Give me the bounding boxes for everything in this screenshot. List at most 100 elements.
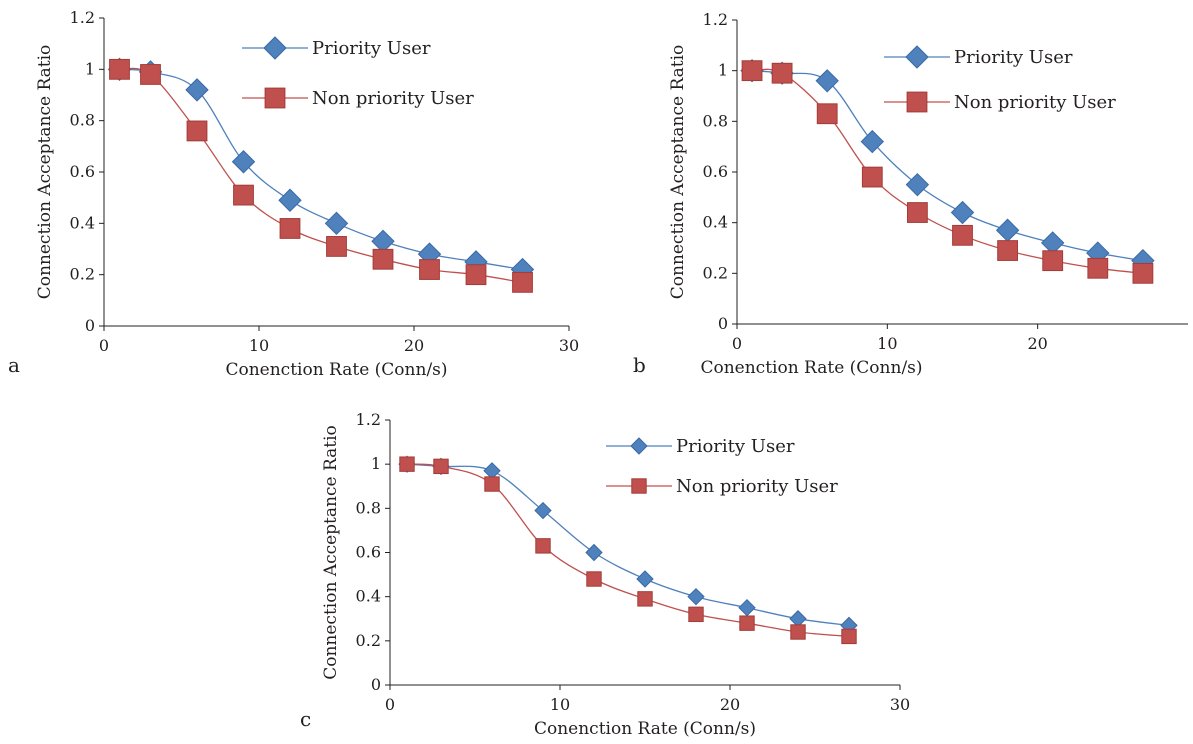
data-point-square (372, 248, 394, 270)
data-point-square (535, 538, 551, 554)
y-tick-label: 0.8 (70, 111, 95, 130)
series-line (406, 463, 850, 627)
series-line (119, 67, 523, 284)
legend-label: Priority User (676, 436, 795, 457)
legend-diamond-icon (905, 45, 929, 69)
y-tick-label: 0 (85, 316, 95, 335)
y-tick-label: 0.4 (703, 213, 728, 232)
data-point-diamond (324, 211, 349, 236)
chart-panel-a: 0 0.2 0.4 0.6 0.8 1 1.2 0 10 20 30 Conenction Rate … (35, 8, 579, 380)
y-tick-label: 0.2 (356, 631, 381, 650)
x-tick-label: 0 (99, 336, 109, 355)
data-point-square (484, 476, 500, 492)
legend-square-icon (631, 478, 647, 494)
data-point-square (1087, 257, 1109, 279)
legend: Priority User Non priority User (606, 436, 838, 497)
data-point-square (433, 458, 449, 475)
data-point-square (741, 60, 763, 82)
legend-item: Non priority User (884, 91, 1116, 113)
data-point-square (186, 120, 208, 142)
data-point-diamond (860, 129, 885, 154)
data-point-square (419, 259, 440, 280)
y-tick-label: 0.6 (703, 162, 728, 181)
data-point-diamond (950, 200, 975, 225)
x-tick-label: 0 (732, 334, 742, 353)
data-point-square (109, 58, 130, 80)
y-tick-label: 0.8 (703, 111, 728, 130)
y-tick-label: 1.2 (70, 8, 95, 27)
x-axis-title: Conenction Rate (Conn/s) (700, 358, 922, 378)
legend-diamond-icon (263, 36, 287, 60)
data-point-square (637, 591, 653, 607)
data-point-square (326, 236, 347, 257)
data-point-square (790, 624, 806, 640)
y-tick-label: 0.6 (356, 543, 381, 562)
y-tick-label: 0.2 (70, 265, 95, 284)
x-tick-label: 20 (404, 336, 424, 355)
legend: Priority User Non priority User (884, 45, 1116, 113)
x-tick-label: 10 (249, 336, 269, 355)
data-point-diamond (231, 150, 256, 174)
y-axis-title: Connection Acceptance Ratio (668, 45, 688, 300)
y-tick-label: 0.6 (70, 162, 95, 181)
legend-item: Non priority User (606, 476, 838, 497)
y-tick-label: 0.2 (703, 263, 728, 282)
y-tick-label: 1.2 (356, 410, 381, 429)
data-point-square (279, 218, 301, 239)
legend-label: Priority User (954, 47, 1073, 68)
y-tick-label: 0.4 (70, 213, 95, 232)
y-tick-label: 0.8 (356, 498, 381, 517)
data-point-square (816, 103, 838, 125)
data-point-square (841, 628, 857, 645)
x-tick-label: 0 (385, 695, 395, 714)
panel-label-c: c (300, 707, 311, 731)
y-tick-label: 1.2 (703, 10, 728, 29)
data-point-square (465, 264, 487, 286)
data-point-square (688, 606, 704, 623)
data-point-diamond (995, 218, 1020, 242)
x-tick-label: 30 (890, 695, 910, 714)
data-point-diamond (815, 69, 839, 93)
legend-label: Non priority User (676, 476, 838, 497)
data-point-square (771, 62, 793, 84)
data-point-diamond (636, 570, 654, 588)
legend-item: Non priority User (242, 87, 474, 109)
x-tick-label: 10 (550, 695, 570, 714)
data-point-square (952, 224, 973, 246)
data-point-diamond (905, 172, 930, 197)
data-point-square (861, 166, 883, 188)
panel-label-b: b (633, 353, 646, 377)
data-point-square (1042, 250, 1064, 272)
series-line (119, 68, 523, 271)
legend-item: Priority User (606, 436, 795, 457)
data-point-square (907, 202, 928, 223)
data-point-diamond (585, 543, 603, 562)
y-tick-label: 1 (371, 454, 381, 473)
data-point-diamond (687, 587, 705, 606)
panel-label-a: a (8, 353, 20, 377)
series-line (751, 68, 1143, 274)
data-point-square (739, 615, 755, 631)
x-axis-title: Conenction Rate (Conn/s) (225, 360, 447, 380)
y-tick-label: 0.4 (356, 587, 381, 606)
data-point-square (140, 64, 161, 85)
legend-item: Priority User (242, 36, 431, 60)
x-tick-label: 30 (559, 336, 579, 355)
data-point-square (997, 240, 1019, 261)
legend-diamond-icon (630, 437, 648, 455)
data-point-diamond (278, 188, 302, 212)
data-point-square (586, 571, 602, 587)
x-axis-title: Conenction Rate (Conn/s) (534, 719, 756, 739)
data-point-diamond (534, 501, 552, 520)
data-point-square (399, 456, 415, 472)
data-point-diamond (738, 599, 756, 617)
data-point-square (512, 271, 533, 293)
x-tick-label: 20 (1027, 334, 1047, 353)
series-non-priority-user (399, 456, 857, 645)
legend-label: Non priority User (312, 88, 474, 109)
legend-item: Priority User (884, 45, 1073, 69)
legend-label: Non priority User (954, 92, 1116, 113)
y-axis-title: Connection Acceptance Ratio (35, 45, 55, 300)
series-line (751, 70, 1144, 262)
